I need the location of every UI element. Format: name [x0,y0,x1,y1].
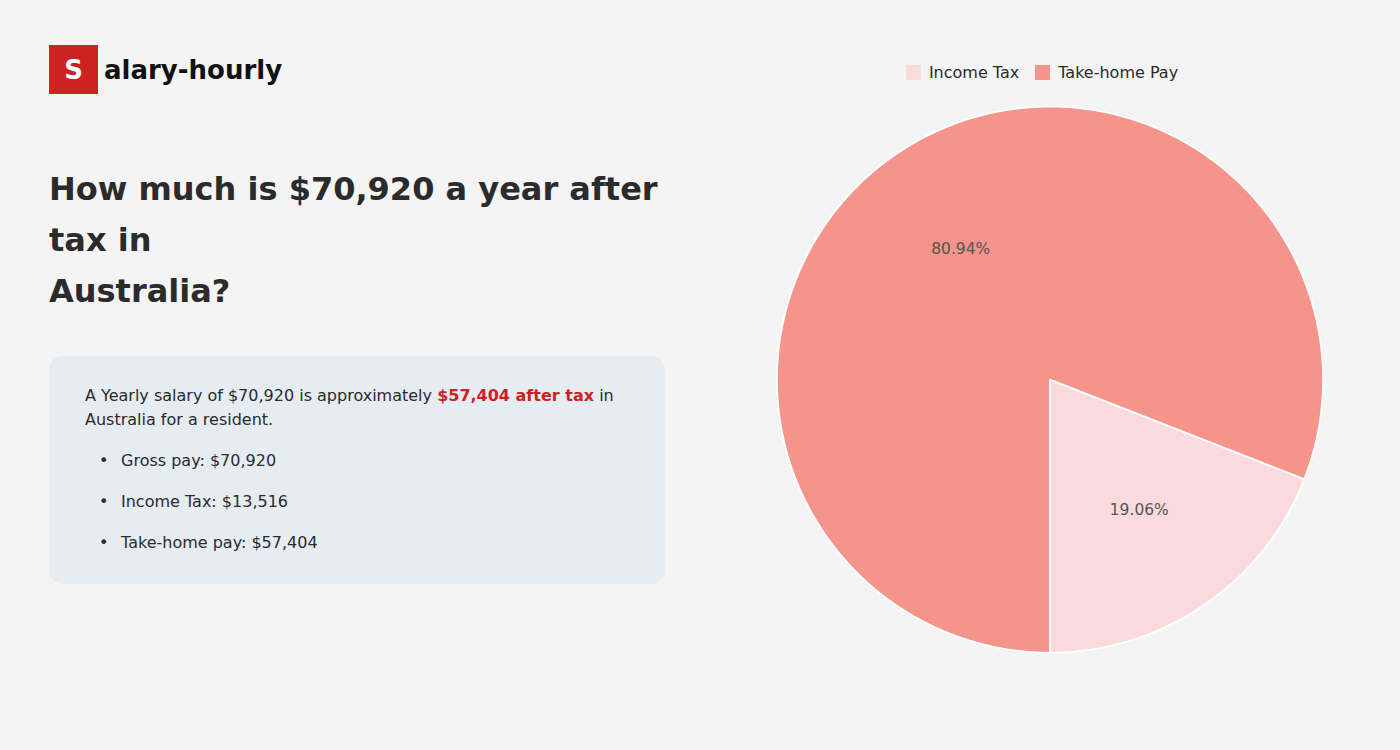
html-text:Australia for a resident.: Australia for a resident. [85,410,274,430]
html-text:Gross pay: $70,920: Gross pay: $70,920 [121,451,277,471]
svg-text:19.06%: 19.06% [1110,501,1169,519]
html-text:alary-hourly: alary-hourly [104,54,283,85]
html-text:Income Tax: $13,516: Income Tax: $13,516 [121,492,288,511]
html-text:Take-home Pay: Take-home Pay [1058,63,1179,82]
html-text:Australia?: Australia? [49,272,231,311]
html-text:Take-home pay: $57,404: Take-home pay: $57,404 [121,532,318,552]
html-text:A Yearly salary of $70,920 is: A Yearly salary of $70,920 is approximat… [85,385,614,405]
html-text:Income Tax: Income Tax [928,63,1020,82]
html-text:S: S [64,54,83,85]
html-text:How much is $70,920 a year aft: How much is $70,920 a year after tax in [49,170,658,260]
svg-text:80.94%: 80.94% [931,240,990,258]
